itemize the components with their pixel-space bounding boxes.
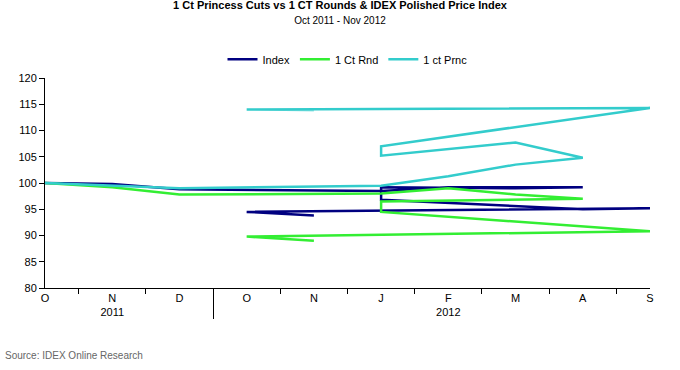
svg-text:D: D bbox=[175, 292, 183, 304]
svg-text:J: J bbox=[378, 292, 384, 304]
svg-text:A: A bbox=[579, 292, 587, 304]
svg-text:F: F bbox=[445, 292, 452, 304]
svg-text:105: 105 bbox=[18, 151, 36, 163]
svg-text:O: O bbox=[41, 292, 50, 304]
svg-text:N: N bbox=[310, 292, 318, 304]
svg-text:80: 80 bbox=[25, 282, 37, 294]
svg-text:2011: 2011 bbox=[100, 306, 124, 318]
svg-text:Index: Index bbox=[263, 54, 290, 66]
svg-text:O: O bbox=[242, 292, 251, 304]
svg-text:120: 120 bbox=[18, 72, 36, 84]
svg-text:S: S bbox=[646, 292, 653, 304]
svg-text:M: M bbox=[511, 292, 520, 304]
svg-text:1 Ct Princess Cuts vs 1 CT Rou: 1 Ct Princess Cuts vs 1 CT Rounds & IDEX… bbox=[173, 0, 508, 26]
svg-text:90: 90 bbox=[25, 229, 37, 241]
svg-text:95: 95 bbox=[25, 203, 37, 215]
svg-text:N: N bbox=[108, 292, 116, 304]
svg-text:110: 110 bbox=[19, 124, 37, 136]
svg-text:115: 115 bbox=[19, 98, 37, 110]
svg-text:1 Ct Rnd: 1 Ct Rnd bbox=[335, 54, 378, 66]
svg-text:2012: 2012 bbox=[436, 306, 460, 318]
svg-text:1 ct Prnc: 1 ct Prnc bbox=[423, 54, 467, 66]
svg-text:85: 85 bbox=[25, 256, 37, 268]
svg-text:Source: IDEX Online Research: Source: IDEX Online Research bbox=[5, 350, 143, 361]
svg-text:100: 100 bbox=[18, 177, 36, 189]
